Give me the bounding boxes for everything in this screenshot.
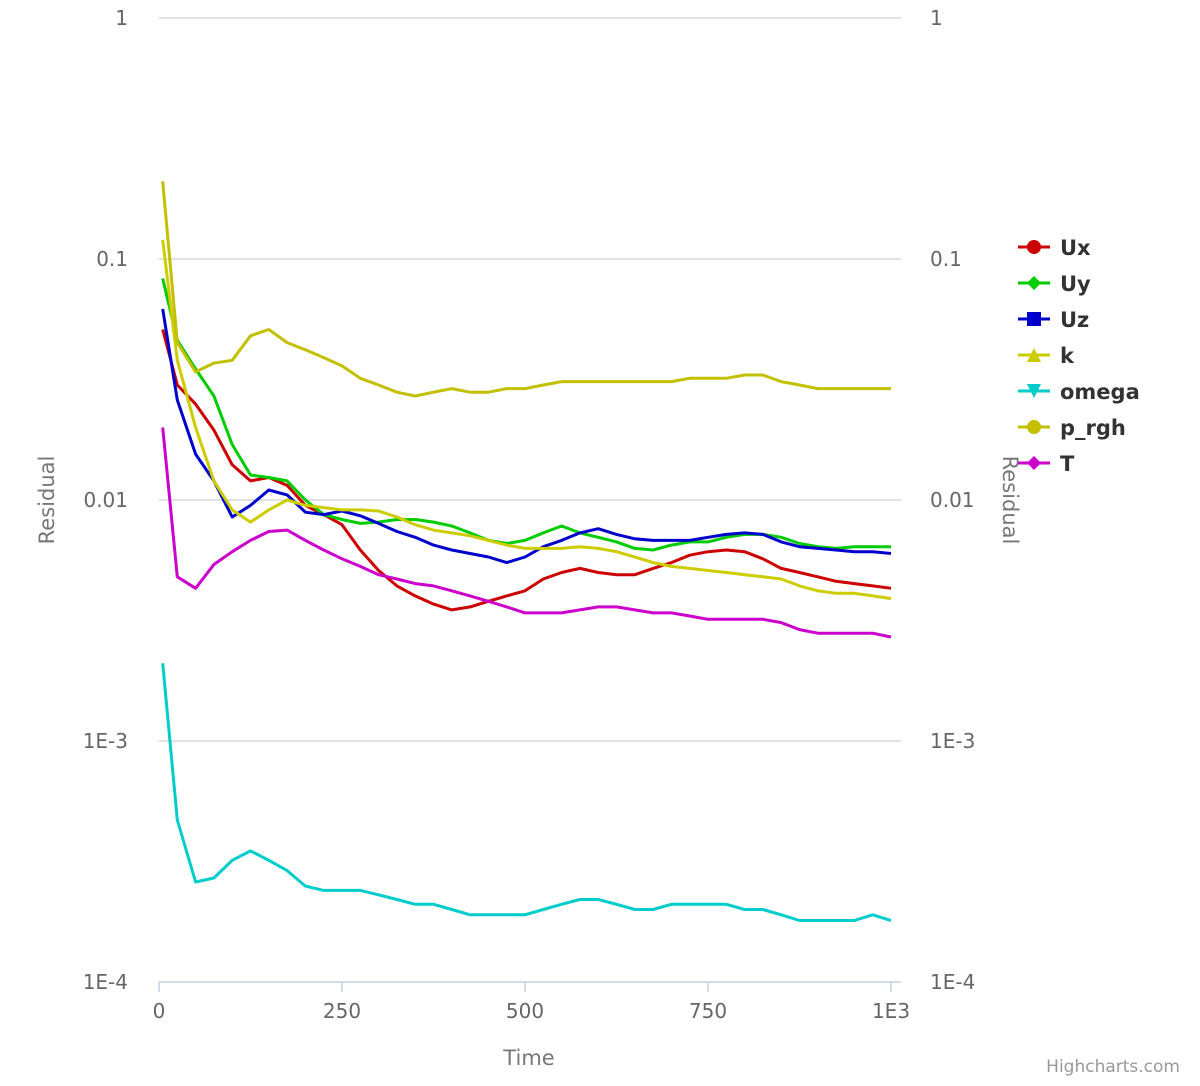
- series-line-T[interactable]: [161, 427, 892, 639]
- legend-marker-diamond-icon: [1027, 456, 1041, 470]
- x-axis-title: Time: [502, 1046, 554, 1070]
- series-line-omega[interactable]: [161, 663, 892, 922]
- x-tick-label: 0: [153, 999, 166, 1023]
- series-line-p_rgh[interactable]: [161, 181, 891, 398]
- legend-item-Ux[interactable]: Ux: [1018, 236, 1091, 260]
- x-tick-label: 500: [506, 999, 544, 1023]
- legend-item-omega[interactable]: omega: [1018, 380, 1140, 404]
- y-tick-label-left: 0.01: [83, 488, 128, 512]
- y-tick-label-left: 1E-4: [83, 970, 128, 994]
- legend-label: T: [1060, 452, 1075, 476]
- y-tick-label-right: 0.01: [930, 488, 975, 512]
- y-axis-title-left: Residual: [35, 456, 59, 545]
- y-tick-label-right: 0.1: [930, 247, 962, 271]
- legend-marker-diamond-icon: [1027, 276, 1041, 290]
- y-tick-label-right: 1E-4: [930, 970, 975, 994]
- legend-label: k: [1060, 344, 1075, 368]
- legend-item-p_rgh[interactable]: p_rgh: [1018, 416, 1126, 440]
- legend-label: Uy: [1060, 272, 1091, 296]
- legend-label: omega: [1060, 380, 1140, 404]
- x-tick-label: 1E3: [872, 999, 910, 1023]
- legend: Ux Uy Uz k omega p_rgh T: [1018, 236, 1140, 476]
- y-axis-title-right: Residual: [998, 456, 1022, 545]
- y-tick-label-left: 0.1: [96, 247, 128, 271]
- tick-labels: 1 1 0.1 0.1 0.01 0.01 1E-3 1E-3 1E-4 1E-4 0 250 500 7…: [83, 6, 976, 1023]
- y-tick-label-right: 1: [930, 6, 943, 30]
- legend-label: Ux: [1060, 236, 1091, 260]
- legend-marker-triangle-down-icon: [1027, 384, 1041, 398]
- credits-link[interactable]: Highcharts.com: [1046, 1057, 1180, 1077]
- y-tick-label-left: 1E-3: [83, 729, 128, 753]
- y-tick-label-right: 1E-3: [930, 729, 975, 753]
- legend-marker-circle-icon: [1027, 420, 1041, 434]
- gridlines: [159, 17, 901, 742]
- legend-label: Uz: [1060, 308, 1089, 332]
- legend-item-T[interactable]: T: [1018, 452, 1075, 476]
- legend-marker-circle-icon: [1027, 240, 1041, 254]
- y-tick-label-left: 1: [115, 6, 128, 30]
- x-tick-label: 250: [323, 999, 361, 1023]
- legend-label: p_rgh: [1060, 416, 1126, 440]
- series-line-k[interactable]: [161, 239, 892, 601]
- series-line-Ux[interactable]: [161, 329, 892, 612]
- series-line-Uz[interactable]: [161, 308, 892, 565]
- x-tick-label: 750: [689, 999, 727, 1023]
- legend-marker-triangle-icon: [1027, 348, 1041, 362]
- legend-item-Uz[interactable]: Uz: [1018, 308, 1089, 332]
- legend-marker-square-icon: [1027, 312, 1041, 326]
- legend-item-Uy[interactable]: Uy: [1018, 272, 1091, 296]
- series-lines: [161, 181, 892, 922]
- legend-item-k[interactable]: k: [1018, 344, 1075, 368]
